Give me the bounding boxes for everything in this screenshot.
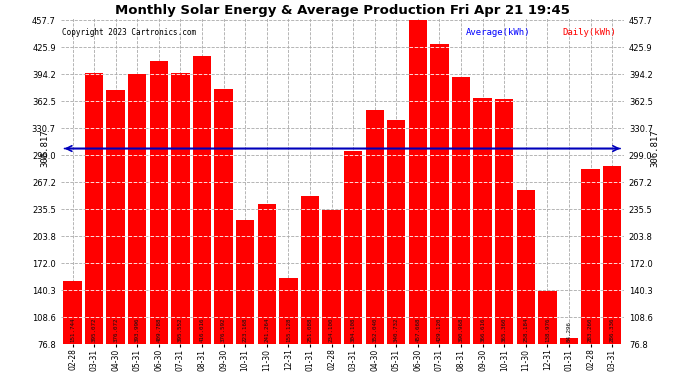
Text: 251.088: 251.088 (308, 317, 313, 342)
Text: 457.668: 457.668 (415, 317, 420, 342)
Text: 390.968: 390.968 (459, 317, 464, 342)
Bar (495, 99, 513, 344)
Bar (538, 291, 557, 344)
Text: 376.072: 376.072 (113, 317, 118, 342)
Bar (301, 196, 319, 344)
Text: 138.976: 138.976 (545, 317, 550, 342)
Bar (517, 190, 535, 344)
Bar (279, 278, 297, 344)
Bar (560, 338, 578, 344)
Text: Copyright 2023 Cartronics.com: Copyright 2023 Cartronics.com (61, 28, 196, 37)
Text: 340.732: 340.732 (394, 317, 399, 342)
Bar (366, 110, 384, 344)
Text: 151.744: 151.744 (70, 317, 75, 342)
Text: 306.817: 306.817 (40, 130, 49, 167)
Text: Average(kWh): Average(kWh) (466, 28, 531, 37)
Text: 306.817: 306.817 (651, 130, 660, 167)
Bar (257, 204, 276, 344)
Bar (408, 20, 427, 344)
Bar (193, 56, 211, 344)
Text: 84.296: 84.296 (566, 321, 571, 342)
Text: 376.592: 376.592 (221, 317, 226, 342)
Title: Monthly Solar Energy & Average Production Fri Apr 21 19:45: Monthly Solar Energy & Average Productio… (115, 4, 570, 17)
Text: 395.072: 395.072 (92, 317, 97, 342)
Text: 234.100: 234.100 (329, 317, 334, 342)
Bar (63, 280, 81, 344)
Bar (171, 73, 190, 344)
Text: 429.120: 429.120 (437, 317, 442, 342)
Text: 393.996: 393.996 (135, 317, 140, 342)
Bar (387, 120, 406, 344)
Text: 286.336: 286.336 (610, 317, 615, 342)
Bar (322, 210, 341, 344)
Text: 416.016: 416.016 (199, 317, 204, 342)
Text: 365.360: 365.360 (502, 317, 506, 342)
Text: Daily(kWh): Daily(kWh) (562, 28, 615, 37)
Text: 352.040: 352.040 (372, 317, 377, 342)
Bar (582, 169, 600, 344)
Text: 409.788: 409.788 (157, 317, 161, 342)
Bar (603, 166, 621, 344)
Text: 283.260: 283.260 (588, 317, 593, 342)
Bar (128, 74, 146, 344)
Bar (431, 44, 448, 344)
Bar (106, 90, 125, 344)
Text: 223.168: 223.168 (243, 317, 248, 342)
Bar (150, 61, 168, 344)
Text: 395.552: 395.552 (178, 317, 183, 342)
Text: 155.128: 155.128 (286, 317, 291, 342)
Bar (473, 98, 492, 344)
Text: 366.616: 366.616 (480, 317, 485, 342)
Text: 304.108: 304.108 (351, 317, 355, 342)
Text: 241.264: 241.264 (264, 317, 269, 342)
Bar (452, 77, 470, 344)
Text: 258.184: 258.184 (523, 317, 529, 342)
Bar (344, 151, 362, 344)
Bar (85, 74, 104, 344)
Bar (215, 89, 233, 344)
Bar (236, 220, 255, 344)
